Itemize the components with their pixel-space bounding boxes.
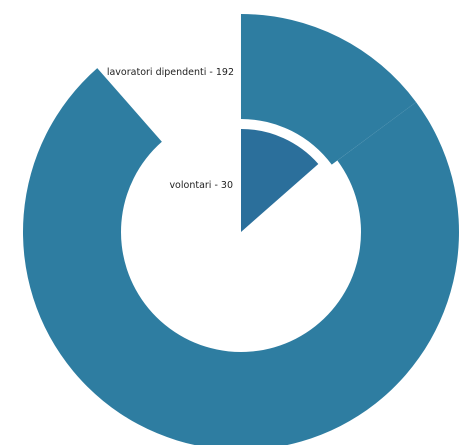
- slice-label-lavoratori-dipendenti: lavoratori dipendenti - 192: [107, 67, 234, 78]
- slice-label-volontari: volontari - 30: [169, 180, 233, 191]
- slice-lavoratori-dipendenti[interactable]: [23, 68, 459, 445]
- slices-layer: [23, 14, 459, 445]
- labels-layer: lavoratori dipendenti - 192 volontari - 3…: [107, 67, 234, 191]
- slice-lavoratori-dipendenti-top[interactable]: [240, 14, 417, 165]
- slice-volontari[interactable]: [241, 129, 319, 232]
